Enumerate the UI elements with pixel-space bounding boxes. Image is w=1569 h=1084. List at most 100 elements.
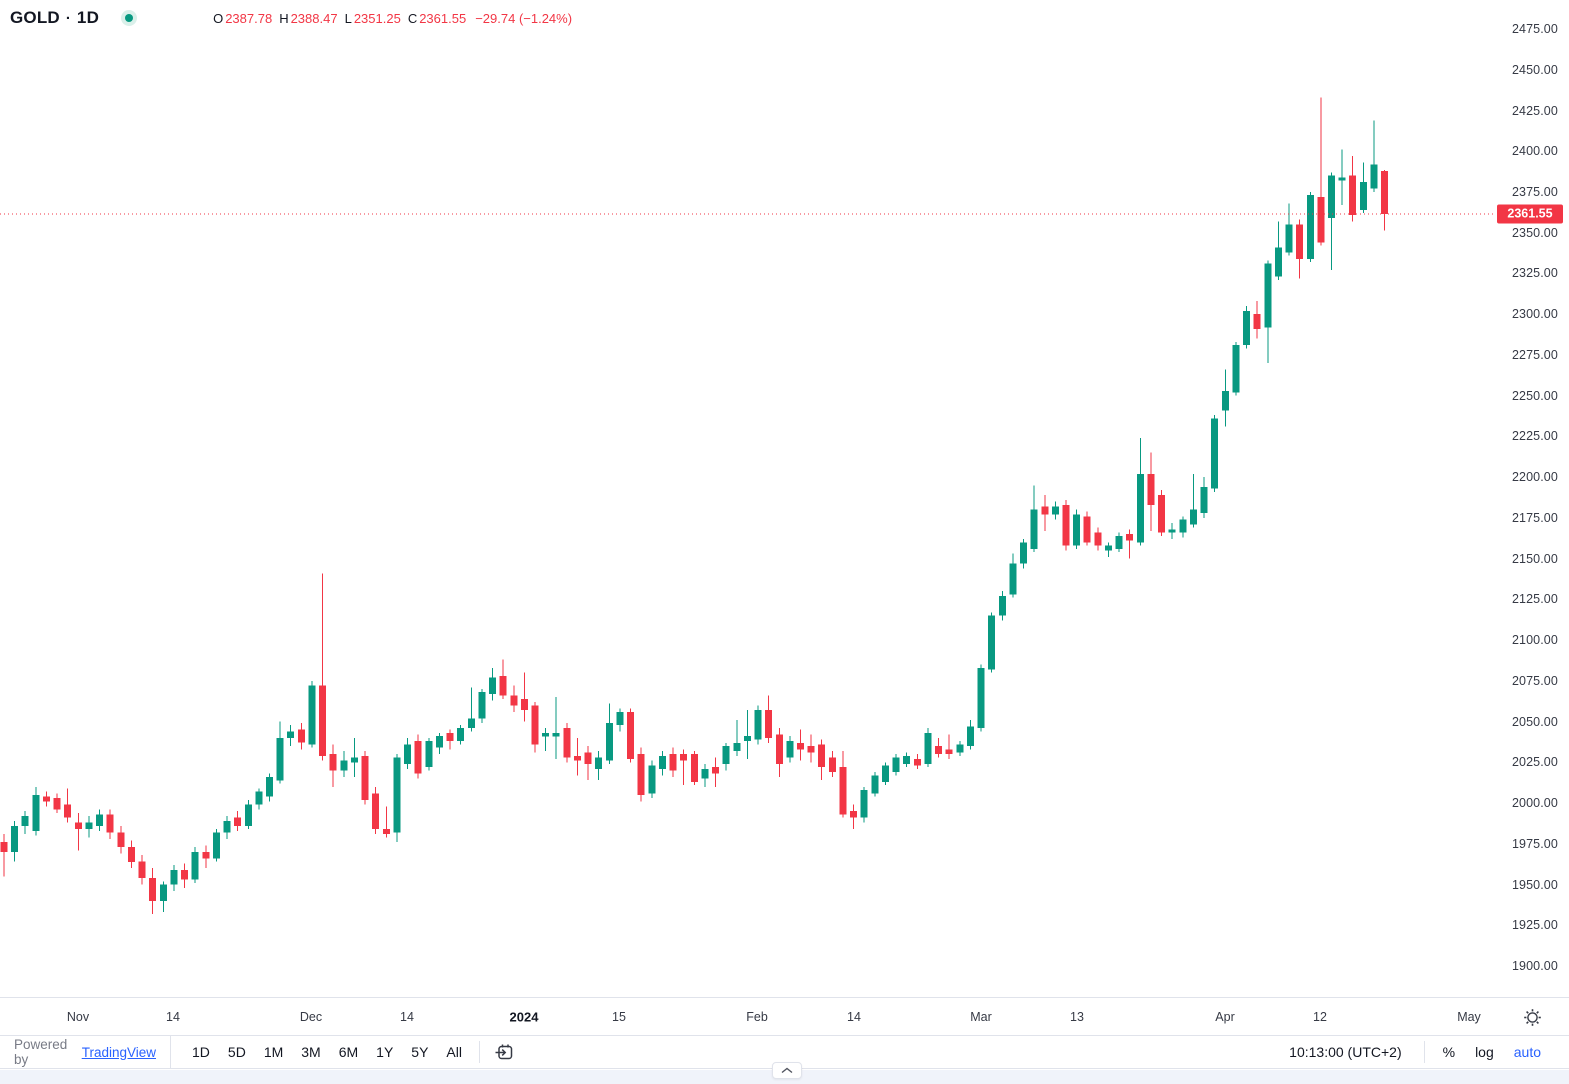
candle [499, 659, 507, 699]
timeframe-button-all[interactable]: All [437, 1040, 471, 1064]
timeframe-button-5d[interactable]: 5D [219, 1040, 255, 1064]
timeframe-group: 1D 5D 1M 3M 6M 1Y 5Y All [171, 1036, 471, 1068]
price-axis-label: 2000.00 [1512, 796, 1558, 811]
candle [712, 757, 719, 787]
symbol-header: GOLD · 1D O 2387.78 H 2388.47 L 2351.25 C 23… [10, 7, 572, 29]
candle [53, 793, 61, 813]
log-scale-button[interactable]: log [1465, 1040, 1504, 1064]
candle [340, 750, 348, 777]
candle [212, 829, 220, 862]
collapse-toolbar-button[interactable] [772, 1062, 802, 1079]
candle [616, 708, 624, 732]
candle [595, 750, 603, 781]
time-axis-label: 12 [1313, 1009, 1327, 1024]
candle [64, 788, 72, 823]
price-axis-label: 1950.00 [1512, 877, 1558, 892]
price-axis-label: 2425.00 [1512, 103, 1558, 118]
candle [266, 773, 273, 802]
candle [1147, 452, 1155, 531]
candle [478, 689, 486, 724]
candle [956, 741, 964, 756]
candle [1168, 522, 1176, 540]
change-value: −29.74 (−1.24%) [475, 10, 573, 26]
candle [1285, 203, 1293, 256]
candle [159, 881, 167, 913]
price-axis[interactable]: 2361.55 2475.00 2450.00 2425.00 2400.00 2375… [1495, 0, 1569, 997]
candle [1126, 529, 1134, 559]
candle [85, 816, 93, 838]
price-axis-label: 2150.00 [1512, 551, 1558, 566]
chart-plot-area[interactable]: GOLD · 1D O 2387.78 H 2388.47 L 2351.25 C 23… [0, 0, 1495, 997]
timeframe-button-6m[interactable]: 6M [330, 1040, 367, 1064]
tradingview-link[interactable]: TradingView [81, 1044, 156, 1060]
candle [404, 737, 412, 769]
price-axis-label: 2350.00 [1512, 225, 1558, 240]
candle [839, 750, 847, 818]
candle [807, 734, 815, 763]
candle [765, 695, 773, 743]
candle [935, 737, 943, 758]
candle [797, 729, 804, 761]
symbol-separator: · [65, 9, 71, 27]
candle [255, 788, 263, 810]
time-axis-label: 14 [847, 1009, 861, 1024]
timeframe-button-5y[interactable]: 5Y [402, 1040, 437, 1064]
toolbar-divider [478, 1041, 480, 1063]
axis-settings-button[interactable] [1495, 998, 1569, 1036]
candle [1243, 306, 1250, 349]
time-axis-label: 13 [1070, 1009, 1084, 1024]
candle [393, 754, 401, 843]
candle [913, 754, 921, 769]
time-axis[interactable]: Nov 14 Dec 14 2024 15 Feb 14 Mar 13 Apr 12 May [0, 997, 1569, 1035]
low-value: 2351.25 [353, 10, 401, 26]
candle [351, 737, 358, 777]
price-axis-label: 2025.00 [1512, 755, 1558, 770]
candle [584, 746, 592, 781]
candle [882, 762, 889, 786]
candle [637, 747, 645, 802]
candle [722, 742, 730, 771]
candle [1359, 162, 1367, 214]
close-value: 2361.55 [419, 10, 467, 26]
time-axis-label: 15 [612, 1009, 626, 1024]
candle [1083, 511, 1091, 546]
timeframe-button-1d[interactable]: 1D [183, 1040, 219, 1064]
candle [244, 799, 252, 830]
candle [96, 809, 104, 831]
candle [170, 865, 178, 892]
go-to-date-icon [495, 1044, 513, 1059]
candle [1136, 438, 1144, 546]
powered-by-label: Powered by [14, 1037, 68, 1067]
candle [903, 752, 911, 768]
candle [648, 760, 656, 799]
timeframe-button-1y[interactable]: 1Y [367, 1040, 402, 1064]
candle [1158, 490, 1166, 536]
timeframe-button-3m[interactable]: 3M [292, 1040, 329, 1064]
open-value: 2387.78 [225, 10, 273, 26]
candle [1306, 192, 1314, 262]
gear-icon [1523, 1008, 1541, 1026]
candle [382, 806, 390, 838]
price-axis-label: 2375.00 [1512, 185, 1558, 199]
candlestick-chart[interactable] [0, 0, 1495, 997]
percent-scale-button[interactable]: % [1433, 1040, 1465, 1064]
go-to-date-button[interactable] [488, 1036, 522, 1068]
candle [786, 736, 794, 763]
price-axis-label: 2175.00 [1512, 510, 1558, 525]
symbol-interval: 1D [76, 8, 100, 27]
candle [414, 734, 422, 779]
close-label: C [407, 10, 418, 26]
candle [11, 821, 19, 862]
candle [106, 809, 114, 839]
auto-scale-button[interactable]: auto [1504, 1040, 1551, 1064]
candle [202, 845, 210, 869]
symbol-name: GOLD [10, 8, 60, 27]
candle [308, 680, 316, 748]
candle [945, 734, 953, 760]
candle [542, 728, 550, 751]
price-axis-label: 2225.00 [1512, 429, 1558, 444]
time-axis-label: 2024 [509, 1009, 539, 1024]
candle [74, 812, 82, 851]
timeframe-button-1m[interactable]: 1M [255, 1040, 292, 1064]
candle [563, 723, 571, 763]
